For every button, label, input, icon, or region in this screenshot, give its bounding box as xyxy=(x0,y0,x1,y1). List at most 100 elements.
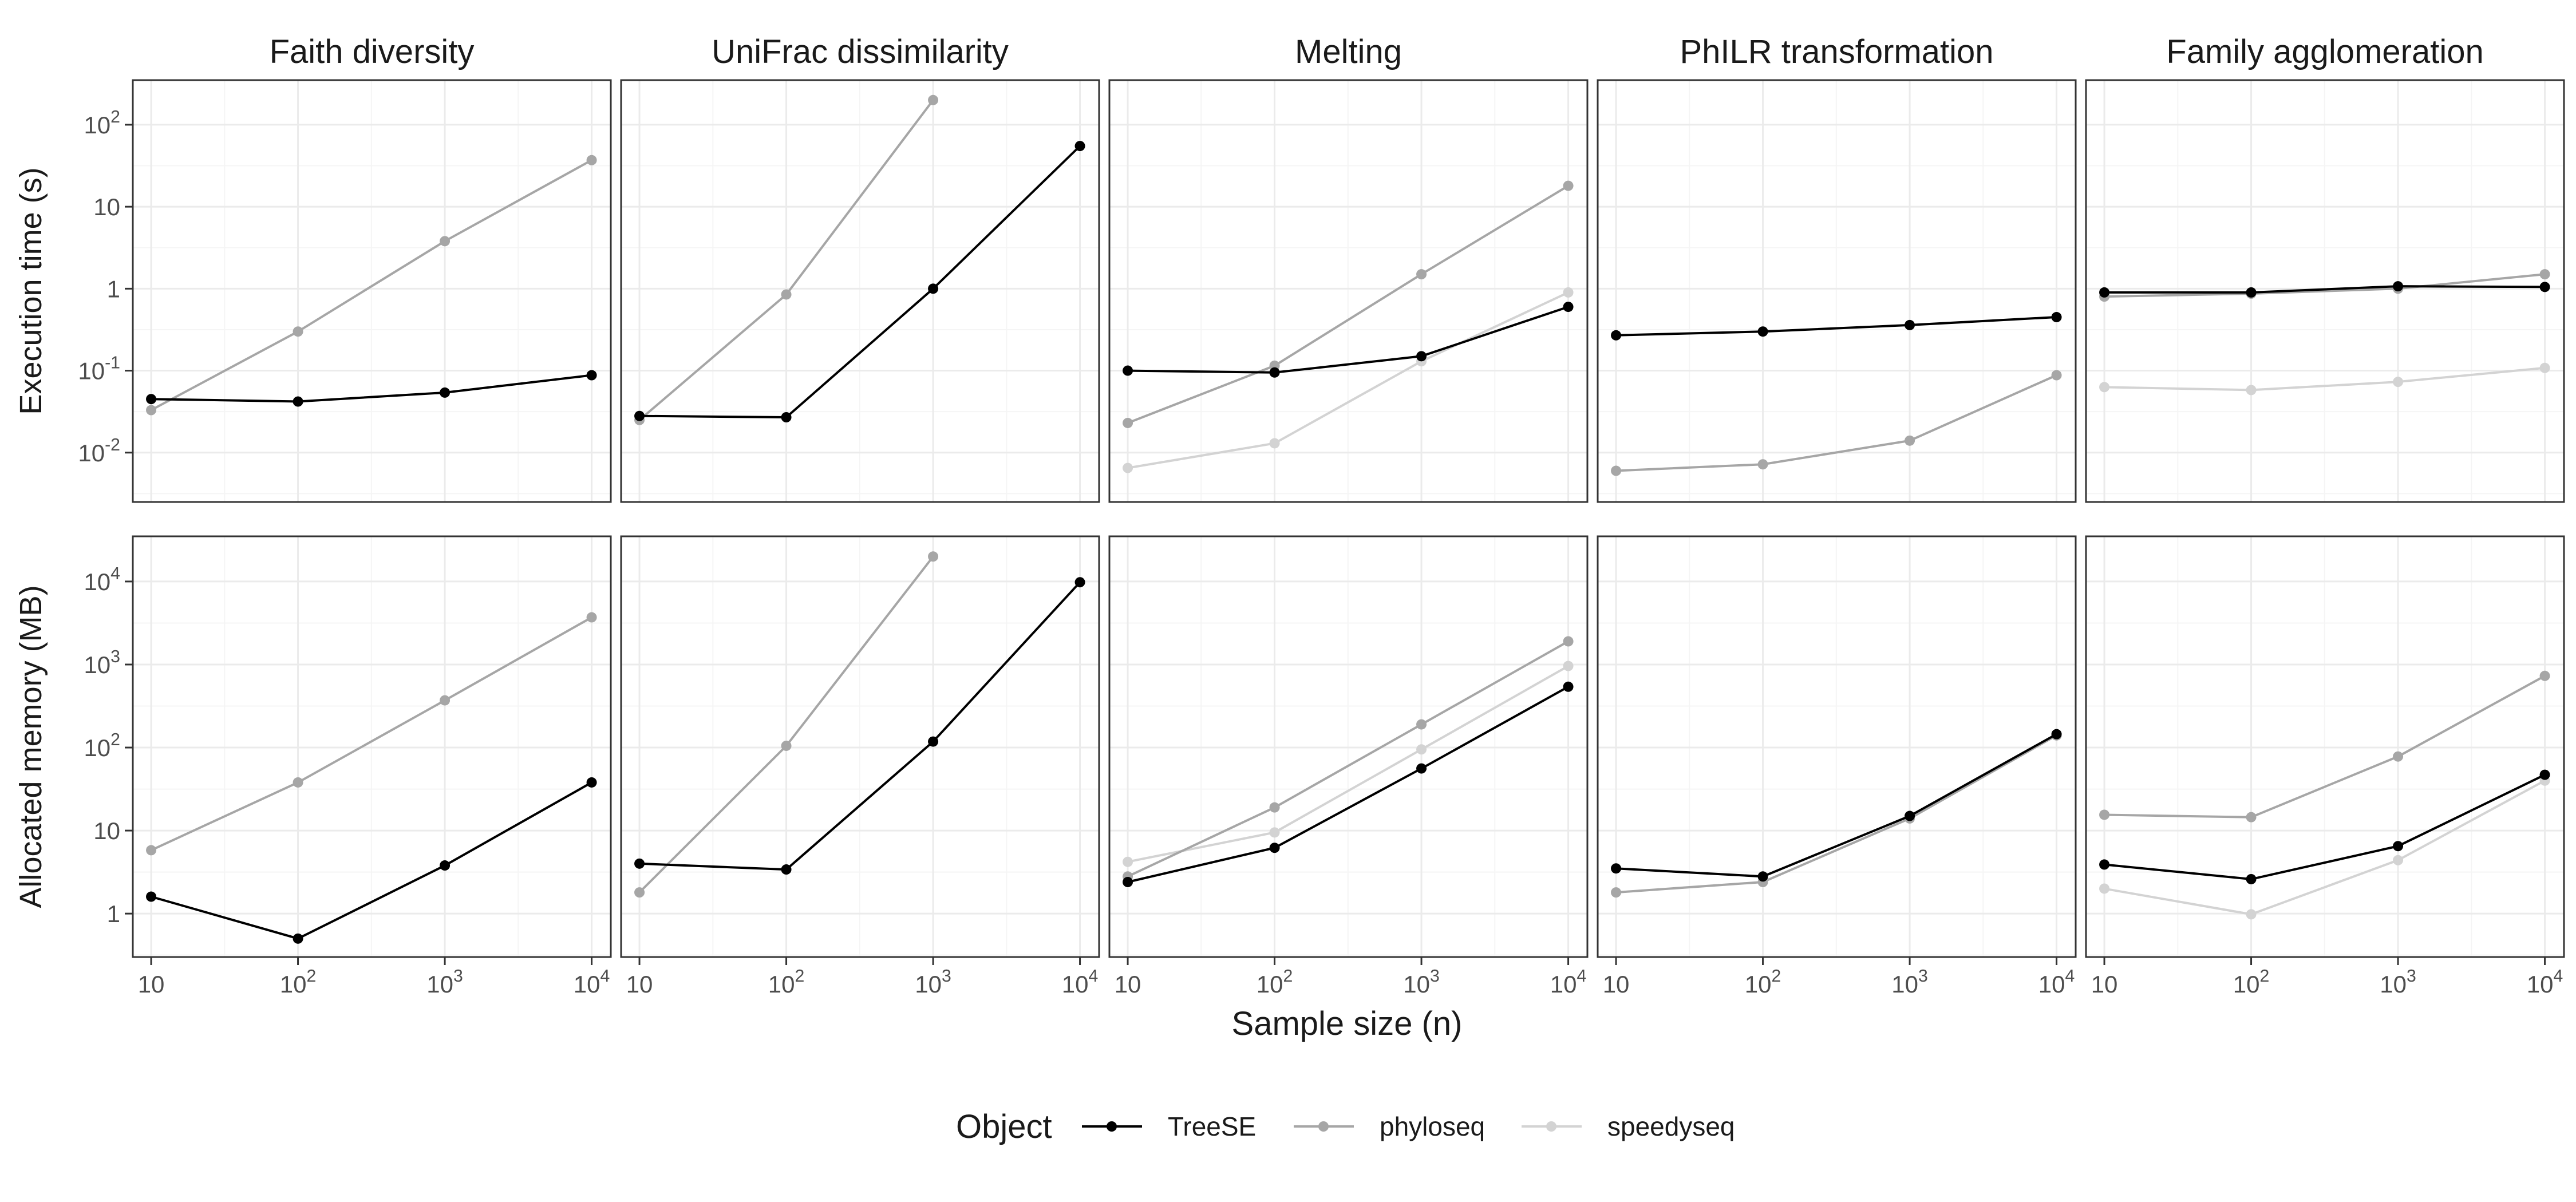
data-point-TreeSE xyxy=(2393,281,2404,292)
legend-label: phyloseq xyxy=(1380,1112,1485,1141)
data-point-phyloseq xyxy=(1123,417,1133,428)
facet-panel xyxy=(620,79,1100,503)
data-point-TreeSE xyxy=(2539,282,2550,292)
data-point-speedyseq xyxy=(2246,909,2257,920)
data-point-TreeSE xyxy=(1905,810,1915,821)
x-tick-label: 10 xyxy=(138,971,165,998)
data-point-TreeSE xyxy=(293,933,303,944)
data-point-TreeSE xyxy=(2051,312,2062,323)
facet-panel xyxy=(2085,79,2565,503)
y-tick-label: 10-1 xyxy=(78,354,120,385)
data-point-TreeSE xyxy=(586,370,597,381)
y-tick-label: 1 xyxy=(107,275,120,302)
series-line-TreeSE xyxy=(2104,773,2546,881)
facet-panel xyxy=(1108,79,1589,503)
x-tick-label: 10 xyxy=(1115,971,1141,998)
facet-panel xyxy=(1597,535,2077,958)
y-axis-label: Allocated memory (MB) xyxy=(14,585,48,908)
series-line-phyloseq xyxy=(1615,374,2057,472)
data-point-phyloseq xyxy=(586,155,597,165)
data-point-TreeSE xyxy=(1416,763,1427,774)
data-point-phyloseq xyxy=(146,845,157,856)
series-line-speedyseq xyxy=(2104,366,2545,392)
series-line-phyloseq xyxy=(2104,675,2546,819)
data-point-TreeSE xyxy=(2539,769,2550,780)
data-point-phyloseq xyxy=(1269,802,1280,813)
data-point-TreeSE xyxy=(2051,729,2062,740)
x-tick-label: 103 xyxy=(1891,967,1928,998)
data-point-phyloseq xyxy=(146,405,157,416)
y-axis-label: Execution time (s) xyxy=(14,167,48,414)
series-line-TreeSE xyxy=(1127,306,1569,374)
y-tick-label: 1 xyxy=(107,900,120,927)
data-point-phyloseq xyxy=(1563,180,1574,191)
panel-border xyxy=(2085,535,2565,958)
facet-title: Family agglomeration xyxy=(2166,33,2483,70)
data-point-phyloseq xyxy=(1611,887,1622,898)
x-tick-label: 104 xyxy=(1062,967,1099,998)
panel-border xyxy=(132,535,612,958)
data-point-TreeSE xyxy=(634,858,645,869)
data-point-speedyseq xyxy=(1563,287,1574,298)
series-line-speedyseq xyxy=(1127,665,1569,863)
data-point-phyloseq xyxy=(2099,809,2110,820)
data-point-TreeSE xyxy=(1123,876,1133,887)
panel-border xyxy=(1108,535,1589,958)
series-line-phyloseq xyxy=(2104,273,2545,298)
facet-panel xyxy=(620,535,1100,958)
data-point-phyloseq xyxy=(293,777,303,788)
series-line-speedyseq xyxy=(2104,780,2546,916)
legend: Object TreeSE phyloseq speedyseq xyxy=(956,1108,1735,1145)
data-point-phyloseq xyxy=(1563,636,1574,647)
x-axis-title: Sample size (n) xyxy=(1232,1005,1463,1042)
panel-border xyxy=(620,535,1100,958)
data-point-TreeSE xyxy=(440,860,451,871)
facet-panel xyxy=(132,535,612,958)
data-point-TreeSE xyxy=(293,396,303,407)
data-point-phyloseq xyxy=(1905,435,1915,446)
series-line-phyloseq xyxy=(1615,734,2057,894)
data-point-TreeSE xyxy=(2393,841,2404,852)
legend-key-point xyxy=(1318,1121,1329,1132)
series-line-TreeSE xyxy=(2104,285,2545,294)
data-point-TreeSE xyxy=(2246,287,2257,298)
data-point-TreeSE xyxy=(928,283,939,294)
data-point-TreeSE xyxy=(928,736,939,747)
x-tick-label: 10 xyxy=(2091,971,2118,998)
facet-title: UniFrac dissimilarity xyxy=(712,33,1009,70)
series-line-phyloseq xyxy=(1127,640,1569,878)
legend-key-point xyxy=(1107,1121,1117,1132)
series-line-TreeSE xyxy=(1615,733,2057,878)
panel-border xyxy=(132,79,612,503)
data-point-TreeSE xyxy=(2099,859,2110,870)
legend-item-TreeSE: TreeSE xyxy=(1082,1112,1256,1141)
legend-label: TreeSE xyxy=(1168,1112,1256,1141)
y-tick-label: 102 xyxy=(84,730,120,761)
data-point-speedyseq xyxy=(1123,856,1133,867)
legend-item-speedyseq: speedyseq xyxy=(1522,1112,1735,1141)
x-tick-label: 104 xyxy=(1550,967,1587,998)
data-point-phyloseq xyxy=(634,887,645,898)
data-point-TreeSE xyxy=(146,891,157,902)
data-point-speedyseq xyxy=(2539,362,2550,373)
data-point-phyloseq xyxy=(1611,465,1622,476)
data-point-TreeSE xyxy=(1074,141,1085,152)
x-tick-label: 102 xyxy=(280,967,317,998)
data-point-speedyseq xyxy=(1269,827,1280,838)
data-point-phyloseq xyxy=(2246,812,2257,823)
x-tick-label: 104 xyxy=(2527,967,2563,998)
legend-label: speedyseq xyxy=(1607,1112,1735,1141)
data-point-phyloseq xyxy=(1416,269,1427,280)
y-tick-label: 10 xyxy=(93,193,120,220)
series-line-phyloseq xyxy=(151,616,592,852)
data-point-TreeSE xyxy=(1611,330,1622,341)
data-point-TreeSE xyxy=(1269,843,1280,853)
facet-panel xyxy=(2085,535,2565,958)
panel-border xyxy=(1597,535,2077,958)
facet-title: PhILR transformation xyxy=(1680,33,1993,70)
data-point-speedyseq xyxy=(2246,385,2257,396)
panel-border xyxy=(1597,79,2077,503)
data-point-phyloseq xyxy=(781,289,792,300)
data-point-phyloseq xyxy=(1757,459,1768,470)
